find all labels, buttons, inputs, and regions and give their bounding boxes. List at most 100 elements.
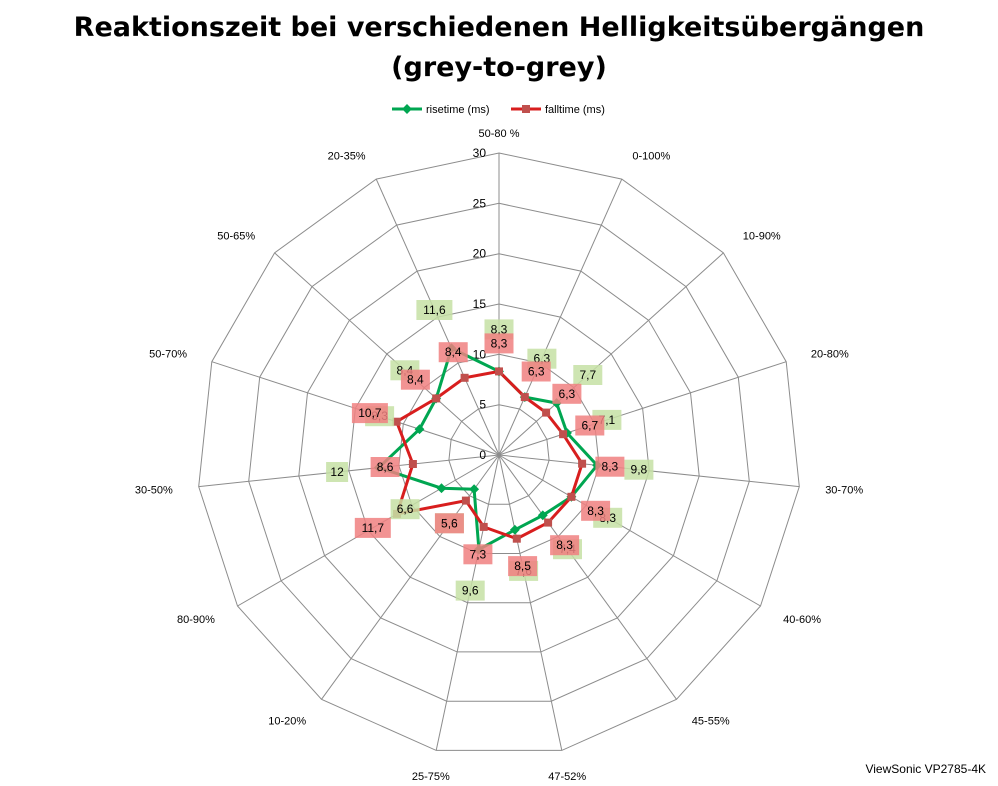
data-label-box [484, 333, 514, 354]
data-label: 7,3 [463, 544, 493, 565]
category-label: 80-90% [177, 614, 215, 626]
data-label: 6,6 [390, 499, 420, 520]
data-label-text: 8,3 [556, 538, 573, 552]
data-label-box [434, 513, 464, 534]
data-label: 7,7 [573, 365, 603, 385]
data-label-text: 6,7 [581, 419, 598, 433]
series-point [578, 459, 587, 468]
spoke-7 [498, 454, 563, 751]
data-label: 8,3 [595, 456, 625, 477]
radial-tick-label: 20 [473, 247, 487, 261]
category-label: 20-80% [811, 349, 849, 361]
series-point [479, 522, 488, 531]
data-label-box [508, 556, 538, 577]
radar-grid [198, 152, 800, 751]
category-label: 30-50% [135, 484, 173, 496]
category-label: 40-60% [783, 614, 821, 626]
series-point [567, 492, 576, 501]
category-label: 10-20% [268, 715, 306, 727]
category-label: 47-52% [548, 771, 586, 783]
radial-tick-label: 15 [473, 297, 487, 311]
data-label: 9,8 [624, 459, 654, 480]
credit-text: ViewSonic VP2785-4K [865, 762, 986, 776]
data-label: 6,3 [552, 383, 582, 404]
data-label: 9,6 [455, 580, 485, 601]
radial-tick-labels: 0 5 10 15 20 25 30 [473, 146, 487, 462]
radial-tick-label: 0 [479, 448, 486, 462]
data-label-text: 6,6 [397, 502, 414, 516]
radial-tick-label: 25 [473, 196, 487, 210]
legend-marker [522, 105, 530, 113]
data-label-box [351, 403, 388, 424]
chart-title: Reaktionszeit bei verschiedenen Helligke… [73, 12, 925, 43]
grid-ring-1 [448, 404, 550, 505]
data-label: 8,6 [370, 457, 400, 477]
series-point [392, 417, 401, 426]
data-label: 6,7 [575, 415, 605, 436]
data-label-text: 10,7 [358, 406, 382, 420]
data-label-box [573, 365, 603, 385]
series-point [408, 460, 417, 468]
data-label-text: 7,7 [579, 368, 596, 382]
data-label: 11,6 [416, 300, 453, 320]
grid-ring-4 [298, 253, 700, 653]
data-label-text: 7,3 [470, 547, 487, 561]
series-point [469, 484, 480, 495]
category-label: 30-70% [825, 484, 863, 496]
data-label: 8,3 [581, 500, 611, 521]
data-label-text: 12 [330, 465, 344, 479]
data-label-text: 8,6 [377, 460, 394, 474]
chart-subtitle: (grey-to-grey) [391, 52, 607, 83]
radial-tick-label: 5 [479, 398, 486, 412]
grid-ring-2 [398, 353, 600, 554]
category-label: 50-65% [217, 231, 255, 243]
data-series [373, 343, 603, 555]
series-point [461, 496, 470, 505]
data-label: 8,4 [400, 369, 430, 390]
data-label-text: 9,8 [631, 463, 648, 477]
spoke-11 [198, 454, 500, 488]
series-point [414, 424, 425, 435]
category-label: 0-100% [632, 150, 670, 162]
data-label: 6,3 [521, 361, 551, 382]
data-label-text: 8,4 [407, 373, 424, 387]
series-line-1 [394, 369, 584, 541]
category-label: 50-80 % [479, 128, 520, 140]
data-label-box [326, 462, 349, 482]
radial-tick-label: 10 [473, 347, 487, 361]
spoke-9 [321, 454, 500, 700]
data-label-box [550, 535, 580, 556]
data-label-box [552, 383, 582, 404]
data-label-text: 6,3 [528, 365, 545, 379]
data-label-box [438, 342, 468, 363]
data-label-text: 8,5 [514, 559, 531, 573]
data-label-text: 8,3 [587, 504, 604, 518]
series-point [432, 394, 441, 403]
data-label-box [624, 459, 654, 480]
data-label: 11,7 [354, 517, 391, 538]
spoke-13 [274, 252, 500, 456]
data-label-text: 11,7 [362, 521, 385, 535]
series-point [559, 430, 568, 439]
data-label-box [455, 580, 485, 601]
data-label-box [400, 369, 430, 390]
data-label-box [463, 544, 493, 565]
series-point [544, 518, 553, 527]
category-labels: 50-80 % 0-100% 10-90% 20-80% 30-70% 40-60% 45-… [135, 128, 863, 783]
series-point [460, 373, 469, 382]
spoke-3 [498, 361, 787, 456]
series-point [495, 367, 503, 376]
category-label: 50-70% [149, 349, 187, 361]
data-label-text: 8,4 [445, 345, 462, 359]
data-label-text: 5,6 [441, 516, 458, 530]
spoke-1 [498, 178, 623, 456]
grid-ring-6 [198, 152, 800, 751]
series-point [436, 483, 447, 494]
grid-ring-5 [248, 202, 750, 702]
legend-marker [402, 104, 412, 114]
data-label: 5,6 [434, 513, 464, 534]
category-label: 25-75% [412, 771, 450, 783]
data-label: 12 [326, 462, 349, 482]
data-label: 8,3 [550, 535, 580, 556]
